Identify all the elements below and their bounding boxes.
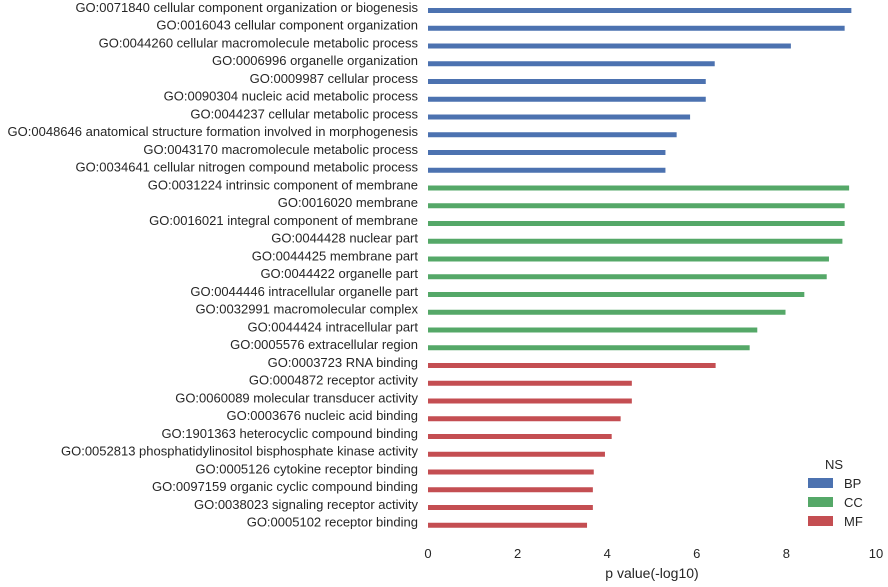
- category-label: GO:0048646 anatomical structure formatio…: [8, 124, 419, 139]
- bar-cc-17: [428, 309, 786, 315]
- bar-mf-29: [428, 522, 588, 528]
- category-label: GO:0005126 cytokine receptor binding: [195, 461, 418, 476]
- bar-bp-3: [428, 61, 715, 67]
- legend-title: NS: [825, 457, 843, 472]
- bar-bp-1: [428, 25, 845, 31]
- bar-mf-23: [428, 416, 621, 422]
- bar-cc-10: [428, 185, 850, 191]
- category-label: GO:0044260 cellular macromolecule metabo…: [99, 35, 419, 50]
- bar-cc-15: [428, 274, 827, 280]
- legend-label-cc: CC: [844, 495, 863, 510]
- legend-label-mf: MF: [844, 514, 863, 529]
- category-label: GO:0003676 nucleic acid binding: [226, 408, 418, 423]
- category-label: GO:0016021 integral component of membran…: [149, 213, 418, 228]
- category-label: GO:0044446 intracellular organelle part: [190, 284, 418, 299]
- legend-swatch-cc: [808, 497, 833, 507]
- bar-mf-22: [428, 398, 632, 404]
- x-axis-ticks: 0 2 4 6 8 10: [424, 546, 883, 561]
- category-label: GO:0005102 receptor binding: [247, 515, 418, 530]
- category-label: GO:0016020 membrane: [278, 195, 418, 210]
- category-label: GO:0090304 nucleic acid metabolic proces…: [164, 89, 419, 104]
- category-label: GO:0044422 organelle part: [260, 266, 418, 281]
- bar-bp-5: [428, 96, 706, 102]
- category-label: GO:0071840 cellular component organizati…: [75, 0, 418, 15]
- x-tick-label: 10: [869, 546, 883, 561]
- bar-mf-20: [428, 363, 716, 368]
- bar-bp-9: [428, 167, 666, 173]
- bar-mf-28: [428, 505, 593, 510]
- legend-items: BP CC MF: [808, 476, 863, 529]
- bar-bp-7: [428, 132, 677, 138]
- bar-cc-16: [428, 292, 805, 297]
- x-tick-label: 2: [514, 546, 521, 561]
- category-label: GO:0006996 organelle organization: [212, 53, 418, 68]
- category-label: GO:0031224 intrinsic component of membra…: [148, 177, 418, 192]
- bar-mf-27: [428, 487, 593, 493]
- x-tick-label: 4: [604, 546, 611, 561]
- category-label: GO:0060089 molecular transducer activity: [175, 390, 418, 405]
- bar-bp-0: [428, 8, 852, 13]
- bar-cc-11: [428, 203, 845, 209]
- legend-swatch-mf: [808, 516, 833, 526]
- category-label: GO:0032991 macromolecular complex: [195, 302, 418, 317]
- category-label: GO:0043170 macromolecule metabolic proce…: [143, 142, 418, 157]
- bar-bp-4: [428, 79, 706, 84]
- legend-swatch-bp: [808, 478, 833, 488]
- category-label: GO:0016043 cellular component organizati…: [156, 18, 418, 33]
- legend-label-bp: BP: [844, 476, 861, 491]
- x-axis-title: p value(-log10): [605, 565, 698, 581]
- bar-cc-18: [428, 327, 758, 333]
- bar-bp-8: [428, 150, 666, 155]
- category-label: GO:0044237 cellular metabolic process: [190, 106, 418, 121]
- bar-mf-26: [428, 469, 594, 475]
- legend: NS BP CC MF: [808, 457, 863, 529]
- bar-bp-2: [428, 43, 791, 49]
- bar-mf-25: [428, 451, 605, 457]
- bar-cc-14: [428, 256, 829, 262]
- category-label: GO:0044424 intracellular part: [247, 319, 418, 334]
- category-label: GO:0044428 nuclear part: [271, 231, 418, 246]
- category-label: GO:0003723 RNA binding: [268, 355, 418, 370]
- bars-layer: [428, 8, 852, 528]
- category-label: GO:0044425 membrane part: [252, 248, 419, 263]
- x-tick-label: 8: [783, 546, 790, 561]
- bar-mf-24: [428, 434, 612, 439]
- bar-bp-6: [428, 114, 691, 120]
- category-label: GO:0009987 cellular process: [250, 71, 419, 86]
- bar-cc-19: [428, 345, 750, 351]
- category-label: GO:0097159 organic cyclic compound bindi…: [152, 479, 418, 494]
- bar-cc-12: [428, 221, 845, 226]
- x-tick-label: 0: [424, 546, 431, 561]
- category-label: GO:0005576 extracellular region: [230, 337, 418, 352]
- bar-cc-13: [428, 238, 843, 244]
- category-label: GO:0052813 phosphatidylinositol bisphosp…: [61, 444, 419, 459]
- bar-mf-21: [428, 380, 632, 386]
- category-label: GO:0004872 receptor activity: [249, 373, 419, 388]
- category-label: GO:0038023 signaling receptor activity: [194, 497, 419, 512]
- category-label: GO:1901363 heterocyclic compound binding: [161, 426, 418, 441]
- category-labels: GO:0071840 cellular component organizati…: [8, 0, 419, 530]
- x-tick-label: 6: [693, 546, 700, 561]
- category-label: GO:0034641 cellular nitrogen compound me…: [75, 160, 418, 175]
